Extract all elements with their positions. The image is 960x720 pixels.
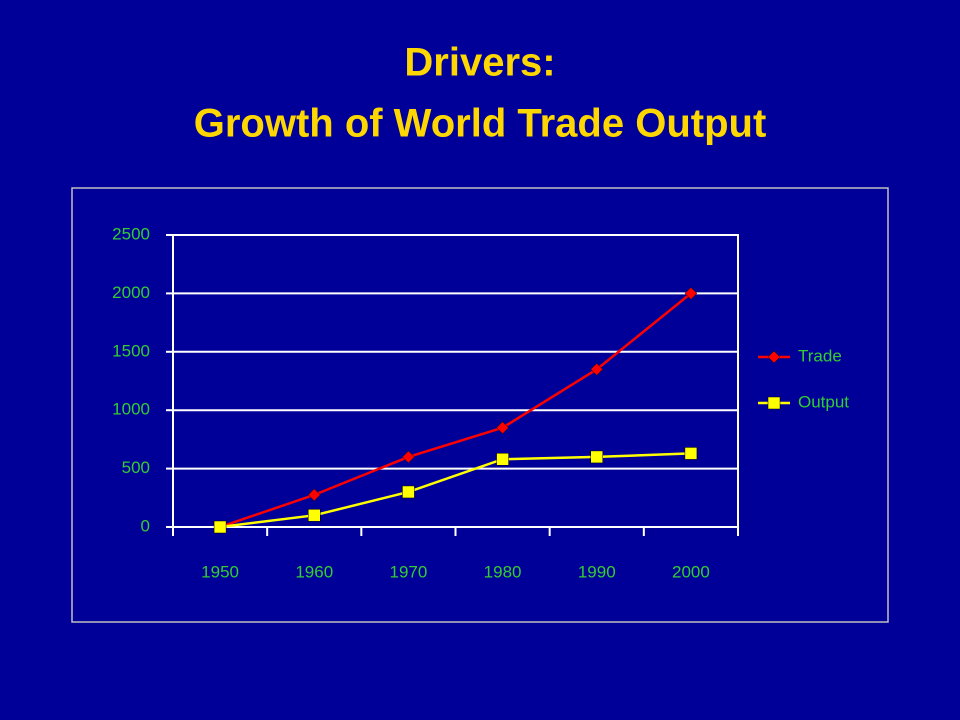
data-point	[213, 520, 227, 534]
x-tick-label: 1950	[201, 562, 239, 581]
series-line	[219, 292, 692, 529]
data-point	[767, 350, 781, 364]
chart-frame	[71, 187, 889, 623]
y-tick-label: 0	[141, 516, 150, 535]
legend-label: Trade	[798, 346, 842, 365]
data-point	[590, 450, 603, 464]
data-point	[590, 362, 604, 376]
data-point	[767, 396, 781, 410]
x-tick-label: 1970	[390, 562, 428, 581]
x-tick-label: 2000	[672, 562, 710, 581]
series-line	[219, 452, 691, 529]
chart-title: Drivers:	[404, 41, 555, 85]
data-point	[307, 488, 321, 502]
data-point	[308, 509, 321, 522]
data-point	[402, 485, 415, 499]
data-point	[684, 447, 698, 460]
y-tick-label: 2000	[112, 283, 150, 302]
data-point	[402, 450, 415, 464]
y-tick-label: 2500	[112, 224, 150, 243]
x-tick-label: 1960	[295, 562, 333, 581]
x-tick-label: 1980	[484, 562, 522, 581]
data-point	[684, 287, 698, 300]
data-point	[496, 421, 509, 435]
data-point	[496, 453, 509, 466]
chart-title: Growth of World Trade Output	[194, 102, 767, 146]
x-tick-label: 1990	[578, 562, 616, 581]
y-tick-label: 500	[122, 458, 150, 477]
y-tick-label: 1500	[112, 341, 150, 360]
y-tick-label: 1000	[112, 400, 150, 419]
legend-label: Output	[798, 392, 849, 411]
